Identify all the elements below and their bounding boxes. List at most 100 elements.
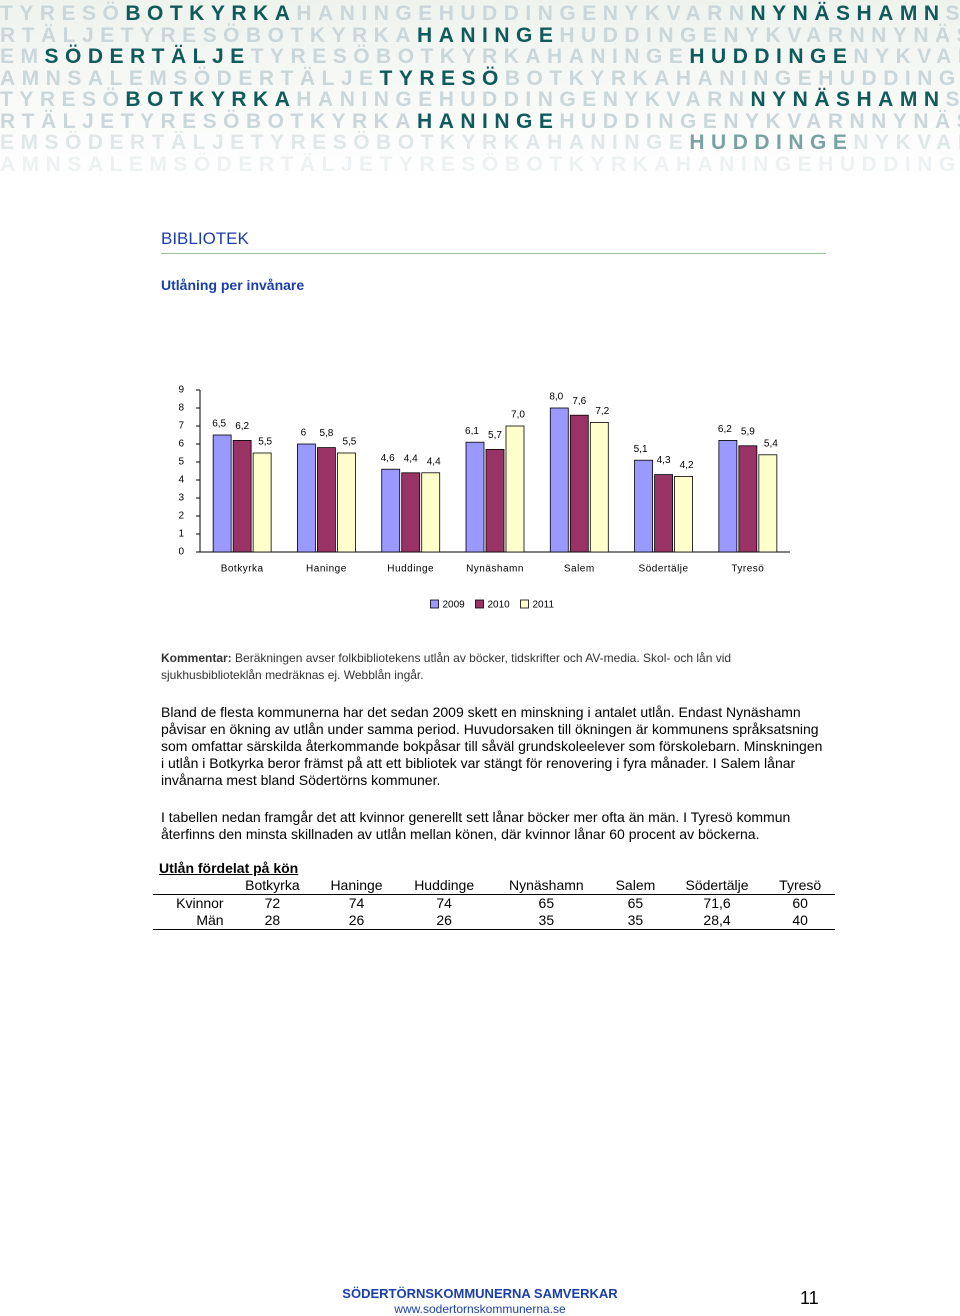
row-label: Kvinnor [176,895,224,911]
cell: 26 [315,912,398,930]
y-tick-label: 6 [178,439,184,450]
cell: 28 [229,912,316,930]
y-tick-label: 4 [178,475,184,486]
corner [153,877,230,895]
value-label: 4,6 [381,453,395,464]
y-tick-label: 9 [178,385,184,396]
legend-label: 2011 [533,600,555,611]
banner-row: RTÄLJETYRESÖBOTKYRKAHANINGEHUDDINGENYKVA… [0,24,960,48]
x-tick-label: Tyresö [731,564,764,575]
value-label: 7,2 [595,406,609,417]
value-label: 5,7 [488,430,502,441]
y-tick-label: 1 [178,529,184,540]
y-tick-label: 2 [178,511,184,522]
banner-word: EM [0,45,45,68]
cell: 35 [602,912,669,930]
legend-label: 2010 [488,600,511,611]
banner-word: HANINGE [417,109,560,133]
banner-word: HUDDINGENYKVARNNYNÄSHAMN [559,23,960,47]
cell: 74 [436,895,452,911]
value-label: 5,9 [741,426,755,437]
banner-word: BOTKYRKA [125,88,297,111]
cell: 72 [264,895,281,911]
cell: 74 [348,895,365,911]
x-tick-label: Södertälje [639,564,689,575]
banner-word: TYRESÖ [379,66,505,90]
banner-word: BOTKYRKAHANINGEHUDDINGE [504,66,960,90]
paragraph: Bland de flesta kommunerna har det sedan… [161,704,823,788]
bar [718,440,738,553]
banner-word: HUDDINGE [689,131,854,154]
comment-text: Beräkningen avser folkbibliotekens utlån… [161,651,732,682]
column-header: Haninge [315,877,398,895]
value-label: 5,8 [319,428,333,439]
column-header: Salem [602,877,669,895]
legend-swatch [475,599,484,609]
bar [569,414,589,553]
value-label: 5,5 [258,437,272,448]
value-label: 5,1 [634,444,648,455]
banner-word: TYRESÖBOTKYRKAHANINGE [250,45,690,68]
value-label: 4,3 [657,455,671,466]
banner-row: AMNSALEMSÖDERTÄLJETYRESÖBOTKYRKAHANINGEH… [0,153,960,177]
value-label: 5,4 [764,438,778,449]
y-tick-label: 7 [178,421,184,432]
value-label: 6,2 [718,424,732,435]
y-tick-label: 5 [178,457,184,468]
table-title: Utlån fördelat på kön [159,860,299,876]
x-tick-label: Huddinge [387,564,434,575]
comment: Kommentar: Beräkningen avser folkbibliot… [161,650,826,684]
banner-word: EMSÖDERTÄLJETYRESÖBOTKYRKAHANINGE [0,131,690,154]
chart: 0 1 2 3 4 5 6 7 8 9 Botkyrka 6,5 6,2 5,5 Haninge 6 5,8 5,… [178,385,790,611]
banner-word: SALEMSÖDERTÄLJE [945,88,960,111]
value-label: 4,2 [680,460,694,471]
bar [297,443,316,553]
x-tick-label: Botkyrka [221,564,264,575]
bar [634,459,653,553]
cell: 26 [397,912,491,930]
cell: 65 [538,895,555,911]
banner-word: TYRESÖ [0,2,126,25]
cell: 40 [765,912,835,930]
x-tick-label: Haninge [306,564,347,575]
table-row: Män 28 26 26 35 35 28,4 40 [153,912,835,930]
bar [654,474,673,553]
y-tick-label: 8 [178,403,184,414]
heading: BIBLIOTEK [161,229,826,254]
bar [421,472,441,553]
bar [549,407,569,553]
banner-word: SÖDERTÄLJE [44,45,251,68]
bar [401,472,421,553]
bar [337,452,356,553]
banner-row: EMSÖDERTÄLJETYRESÖBOTKYRKAHANINGEHUDDING… [0,45,960,69]
legend-label: 2009 [443,600,466,611]
banner: TYRESÖBOTKYRKAHANINGEHUDDINGENYKVARNNYNÄ… [0,0,960,180]
page-number: 11 [800,1288,819,1308]
value-label: 7,0 [511,410,525,421]
banner-word: HANINGEHUDDINGENYKVARN [296,88,751,111]
value-label: 6 [301,428,307,439]
footer-url: www.sodertornskommunerna.se [394,1302,566,1316]
x-tick-label: Nynäshamn [466,564,524,575]
table-title-row: Utlån fördelat på kön [153,860,835,877]
value-label: 4,4 [404,453,418,464]
cell: 35 [490,912,603,930]
legend-swatch [430,599,439,609]
x-tick-label: Salem [564,564,595,575]
banner-word: RTÄLJETYRESÖBOTKYRKA [0,109,418,133]
value-label: 6,2 [235,421,249,432]
table-header: Botkyrka Haninge Huddinge Nynäshamn Salem Söd… [153,877,835,895]
column-header: Botkyrka [229,877,316,895]
bar [232,440,252,553]
banner-word: RTÄLJETYRESÖBOTKYRKA [0,23,418,47]
column-header: Huddinge [397,877,491,895]
bar [758,454,778,553]
banner-word: SALEMSÖDERTÄLJE [945,2,960,25]
subheading: Utlåning per invånare [161,277,305,293]
banner-word: NYNÄSHAMN [750,2,946,25]
cell: 28,4 [668,912,766,930]
banner-row: TYRESÖBOTKYRKAHANINGEHUDDINGENYKVARNNYNÄ… [0,2,960,26]
banner-word: HUDDINGE [689,45,854,68]
banner-row: TYRESÖBOTKYRKAHANINGEHUDDINGENYKVARNNYNÄ… [0,88,960,112]
